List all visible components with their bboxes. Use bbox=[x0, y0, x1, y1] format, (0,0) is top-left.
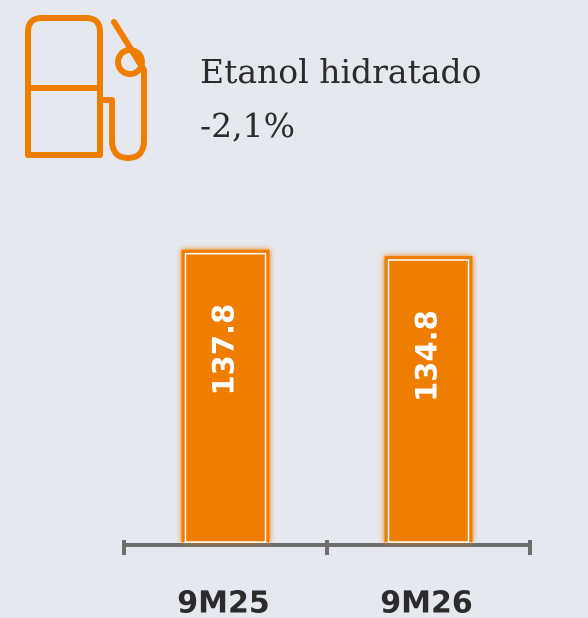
value-label: 134.8 bbox=[410, 310, 444, 402]
value-label: 137.8 bbox=[207, 304, 241, 396]
x-tick-label: 9M25 bbox=[177, 586, 269, 618]
bar bbox=[181, 249, 270, 542]
bar bbox=[384, 256, 473, 542]
chart-title: Etanol hidratado bbox=[200, 52, 482, 91]
bar-inner-border bbox=[387, 259, 470, 543]
x-axis bbox=[122, 540, 532, 555]
fuel-icon bbox=[25, 15, 147, 161]
chart-subtitle: -2,1% bbox=[200, 106, 295, 145]
bar-inner-border bbox=[184, 252, 267, 543]
x-tick-label: 9M26 bbox=[380, 586, 472, 618]
